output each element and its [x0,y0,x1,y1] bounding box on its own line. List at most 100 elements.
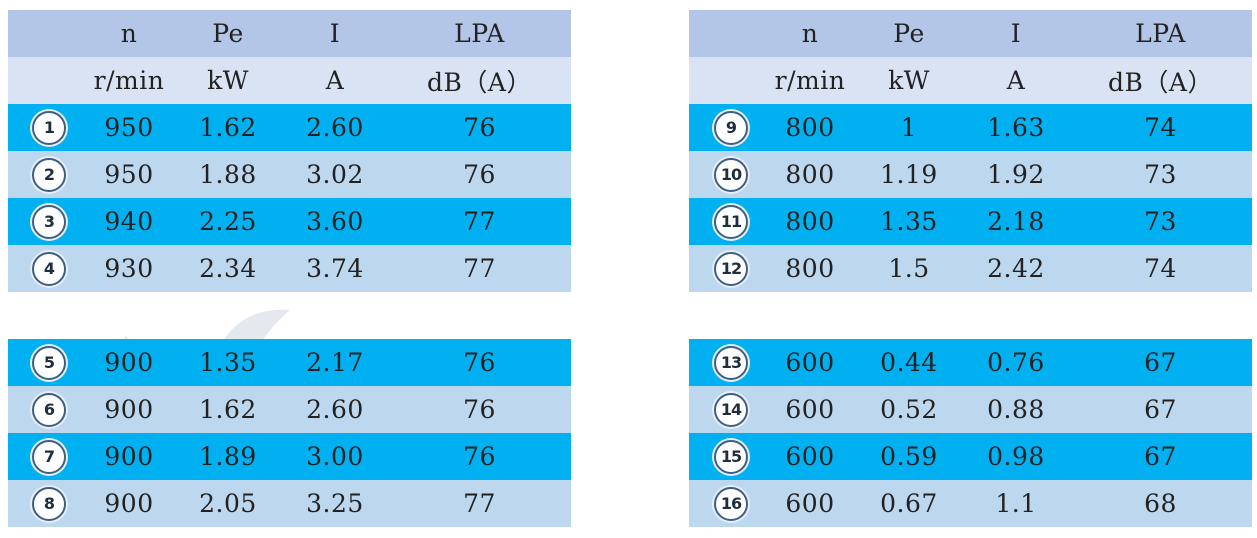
row-number-badge: 10 [714,157,748,192]
cell-n: 900 [104,348,154,377]
table-row: 4 930 2.34 3.74 77 [8,245,571,292]
table-row: 5 900 1.35 2.17 76 [8,339,571,386]
header-i: I [329,19,341,48]
cell-lpa: 77 [463,254,496,283]
cell-i: 3.60 [306,207,364,236]
unit-lpa: dB（A） [427,67,532,97]
header-i: I [1010,19,1022,48]
units-row: r/min kW A dB（A） [8,57,571,104]
cell-i: 3.00 [306,442,364,471]
cell-pe: 0.67 [880,489,938,518]
cell-lpa: 74 [1144,113,1177,142]
cell-n: 600 [785,489,835,518]
cell-pe: 0.44 [880,348,938,377]
cell-pe: 0.52 [880,395,938,424]
table-row: 11 800 1.35 2.18 73 [689,198,1252,245]
table-row: 8 900 2.05 3.25 77 [8,480,571,527]
cell-pe: 1.5 [888,254,930,283]
row-number-badge: 1 [32,110,66,145]
table-row: 13 600 0.44 0.76 67 [689,339,1252,386]
unit-pe: kW [888,66,930,95]
unit-pe: kW [207,66,249,95]
table-3: 5 900 1.35 2.17 76 6 900 1.62 2.60 76 7 … [8,339,571,527]
row-number-badge: 11 [714,204,748,239]
unit-i: A [325,66,345,95]
table-row: 9 800 1 1.63 74 [689,104,1252,151]
cell-n: 800 [785,160,835,189]
unit-lpa: dB（A） [1108,67,1213,97]
row-number-badge: 3 [32,204,66,239]
cell-i: 2.42 [987,254,1045,283]
cell-n: 800 [785,207,835,236]
cell-i: 3.74 [306,254,364,283]
cell-pe: 1.88 [199,160,257,189]
header-lpa: LPA [1135,19,1186,48]
header-lpa: LPA [454,19,505,48]
table-row: 1 950 1.62 2.60 76 [8,104,571,151]
cell-lpa: 67 [1144,442,1177,471]
cell-pe: 1.62 [199,113,257,142]
cell-n: 950 [104,113,154,142]
cell-n: 900 [104,442,154,471]
cell-i: 0.88 [987,395,1045,424]
cell-n: 800 [785,254,835,283]
cell-i: 1.1 [995,489,1037,518]
row-number-badge: 4 [32,251,66,286]
row-number-badge: 14 [714,392,748,427]
table-row: 3 940 2.25 3.60 77 [8,198,571,245]
cell-i: 2.60 [306,113,364,142]
header-n: n [801,19,819,48]
cell-pe: 2.34 [199,254,257,283]
cell-pe: 2.05 [199,489,257,518]
row-number-badge: 13 [714,345,748,380]
header-n: n [120,19,138,48]
unit-i: A [1006,66,1026,95]
row-number-badge: 12 [714,251,748,286]
cell-lpa: 67 [1144,395,1177,424]
cell-n: 600 [785,395,835,424]
cell-i: 0.76 [987,348,1045,377]
header-row: n Pe I LPA [689,10,1252,57]
table-2: n Pe I LPA r/min kW A dB（A） 9 800 1 1.63… [689,10,1252,292]
table-4: 13 600 0.44 0.76 67 14 600 0.52 0.88 67 … [689,339,1252,527]
cell-i: 1.92 [987,160,1045,189]
unit-n: r/min [93,66,165,95]
row-number-badge: 15 [714,439,748,474]
cell-n: 800 [785,113,835,142]
table-row: 16 600 0.67 1.1 68 [689,480,1252,527]
cell-lpa: 76 [463,113,496,142]
table-row: 7 900 1.89 3.00 76 [8,433,571,480]
cell-pe: 2.25 [199,207,257,236]
cell-lpa: 73 [1144,207,1177,236]
cell-lpa: 68 [1144,489,1177,518]
unit-n: r/min [774,66,846,95]
cell-pe: 1 [900,113,918,142]
row-number-badge: 5 [32,345,66,380]
cell-n: 600 [785,442,835,471]
cell-pe: 0.59 [880,442,938,471]
cell-i: 3.25 [306,489,364,518]
cell-lpa: 76 [463,395,496,424]
row-number-badge: 16 [714,486,748,521]
cell-n: 900 [104,395,154,424]
row-number-badge: 6 [32,392,66,427]
cell-i: 1.63 [987,113,1045,142]
cell-n: 950 [104,160,154,189]
table-row: 2 950 1.88 3.02 76 [8,151,571,198]
table-1: n Pe I LPA r/min kW A dB（A） 1 950 1.62 2… [8,10,571,292]
cell-lpa: 74 [1144,254,1177,283]
cell-n: 600 [785,348,835,377]
table-row: 10 800 1.19 1.92 73 [689,151,1252,198]
cell-i: 3.02 [306,160,364,189]
cell-lpa: 76 [463,442,496,471]
cell-i: 2.18 [987,207,1045,236]
cell-pe: 1.19 [880,160,938,189]
cell-lpa: 76 [463,160,496,189]
cell-n: 940 [104,207,154,236]
units-row: r/min kW A dB（A） [689,57,1252,104]
row-number-badge: 9 [714,110,748,145]
row-number-badge: 8 [32,486,66,521]
row-number-badge: 7 [32,439,66,474]
cell-pe: 1.62 [199,395,257,424]
cell-n: 900 [104,489,154,518]
